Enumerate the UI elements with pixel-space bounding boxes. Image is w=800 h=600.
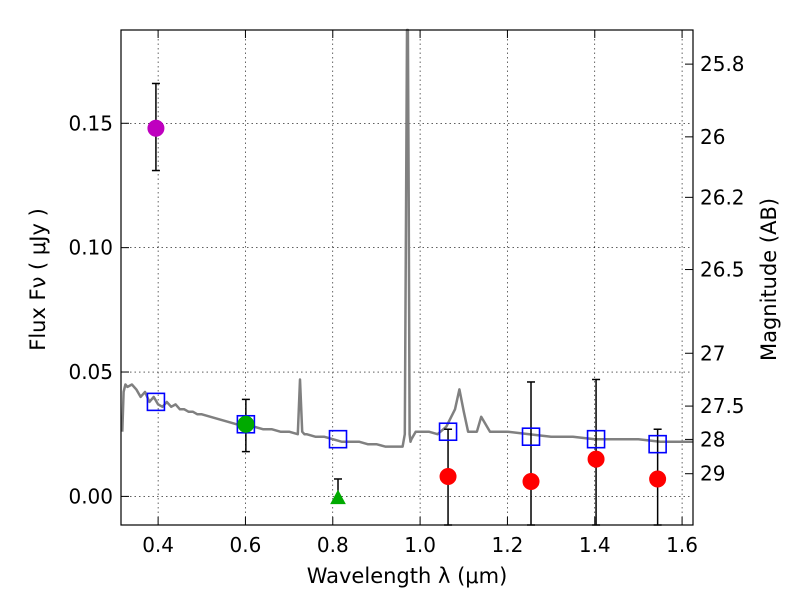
photometry-circle-marker xyxy=(237,415,255,433)
x-tick-label: 0.8 xyxy=(317,533,349,557)
photometry-circle-marker xyxy=(587,450,605,468)
y-tick-label: 0.15 xyxy=(68,111,113,135)
magnitude-tick-labels: 25.8 26 26.2 26.5 27 27.5 28 29 xyxy=(700,52,745,486)
x-tick-label: 1.6 xyxy=(666,533,698,557)
y-tick-label: 0.00 xyxy=(68,484,113,508)
model-flux-square-marker xyxy=(328,429,348,449)
x-tick-labels: 0.4 0.6 0.8 1.0 1.2 1.4 1.6 xyxy=(142,533,698,557)
x-tick-label: 0.6 xyxy=(230,533,262,557)
ticks-layer xyxy=(121,30,693,525)
y-tick-labels: 0.00 0.05 0.10 0.15 xyxy=(68,111,113,508)
x-axis-title: Wavelength λ (μm) xyxy=(307,564,508,588)
magnitude-axis-title: Magnitude (AB) xyxy=(757,198,781,361)
model-flux-square-marker xyxy=(586,429,606,449)
y-axis-title: Flux Fν ( μJy ) xyxy=(26,208,50,351)
model-spectrum-line xyxy=(121,28,693,448)
magnitude-tick-label: 28 xyxy=(700,427,725,451)
magnitude-tick-label: 26.5 xyxy=(700,258,745,282)
markers-layer xyxy=(146,119,667,505)
x-tick-label: 1.4 xyxy=(579,533,611,557)
magnitude-tick-label: 29 xyxy=(700,462,725,486)
model-spectrum-layer xyxy=(121,28,693,448)
magnitude-tick-label: 26 xyxy=(700,125,725,149)
magnitude-tick-label: 25.8 xyxy=(700,52,745,76)
photometry-circle-marker xyxy=(522,472,540,490)
model-flux-square-marker xyxy=(521,427,541,446)
x-tick-label: 0.4 xyxy=(142,533,174,557)
magnitude-tick-label: 27 xyxy=(700,341,725,365)
y-tick-label: 0.05 xyxy=(68,360,113,384)
grid-lines xyxy=(121,30,693,525)
photometry-circle-marker xyxy=(147,119,165,137)
model-flux-square-marker xyxy=(438,422,458,442)
y-tick-label: 0.10 xyxy=(68,236,113,260)
photometry-circle-marker xyxy=(649,470,667,488)
magnitude-tick-label: 26.2 xyxy=(700,185,745,209)
model-flux-square-marker xyxy=(146,392,166,412)
magnitude-tick-label: 27.5 xyxy=(700,394,745,418)
model-flux-square-marker xyxy=(648,434,667,454)
upper-limit-triangle-marker xyxy=(330,489,346,505)
photometry-circle-marker xyxy=(439,467,457,485)
plot-frame xyxy=(120,29,694,526)
x-tick-label: 1.0 xyxy=(404,533,436,557)
x-tick-label: 1.2 xyxy=(492,533,524,557)
